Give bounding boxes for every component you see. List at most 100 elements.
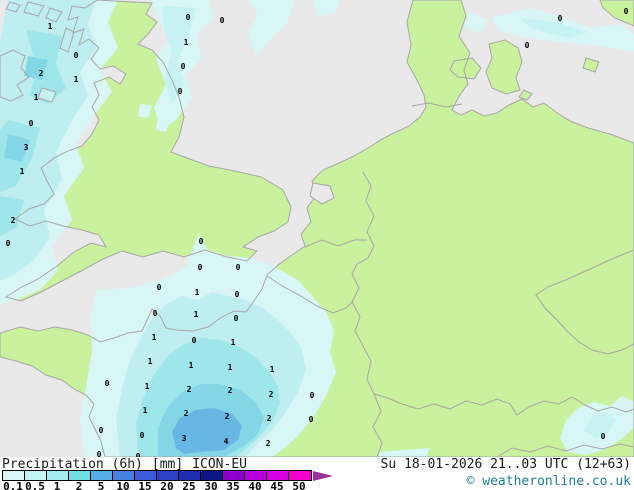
precip-value-label: 0 (6, 239, 11, 248)
precip-value-label: 0 (525, 41, 530, 50)
precip-value-label: 0 (220, 16, 225, 25)
scale-tick-label: 0.1 (3, 480, 23, 490)
precip-value-label: 0 (199, 237, 204, 246)
scale-segment-5 (91, 471, 113, 480)
precip-north-sea-patch (312, 0, 340, 16)
precip-value-label: 0 (192, 336, 197, 345)
legend-model: ICON-EU (192, 457, 247, 472)
precip-value-label: 2 (187, 385, 192, 394)
border-france-belgium (266, 275, 354, 314)
precip-irish-sea-heavy (4, 134, 30, 162)
precip-value-label: 0 (74, 51, 79, 60)
precip-baltic (464, 12, 488, 34)
precip-north-sea-patch (248, 0, 294, 56)
scale-segment-0.1 (3, 471, 25, 480)
legend-title: Precipitation (6h) (2, 457, 143, 472)
scale-tick-label: 40 (248, 480, 262, 490)
precip-value-label: 1 (184, 38, 189, 47)
precipitation-map: 1 0 2 1 1 0 3 1 2 0 0 0 1 0 0 0 0 0 0 0 0 0 1 0 0 1 0 1 0 1 1 1 1 1 0 1 2 2 2 0… (0, 0, 634, 457)
precip-value-label: 1 (20, 167, 25, 176)
precip-value-label: 0 (236, 263, 241, 272)
precip-value-label: 1 (34, 93, 39, 102)
scale-tick-label: 2 (75, 480, 83, 490)
precip-value-label: 1 (143, 406, 148, 415)
precip-value-label: 0 (97, 450, 102, 457)
precip-value-label: 0 (153, 309, 158, 318)
precip-value-label: 0 (558, 14, 563, 23)
border-belgium-netherlands (304, 239, 367, 248)
precip-value-label: 0 (29, 119, 34, 128)
precip-value-label: 0 (198, 263, 203, 272)
precip-value-label: 0 (234, 314, 239, 323)
precip-value-label: 0 (186, 13, 191, 22)
precip-value-label: 1 (48, 22, 53, 31)
precip-england-dot (138, 104, 152, 118)
scale-segment-0.5 (25, 471, 47, 480)
scale-tick-label: 30 (204, 480, 218, 490)
scale-segment-40 (245, 471, 267, 480)
precip-bottom-edge (378, 448, 430, 457)
scale-segment-45 (267, 471, 289, 480)
precip-value-label: 3 (182, 434, 187, 443)
precip-england-dot (156, 118, 170, 132)
scale-segment-50 (289, 471, 311, 480)
color-scale-arrow-icon (313, 471, 333, 481)
precip-value-label: 4 (224, 437, 229, 446)
scale-segment-15 (135, 471, 157, 480)
precip-value-label: 0 (310, 391, 315, 400)
precip-irish-sea-moderate (0, 196, 24, 236)
scale-segment-10 (113, 471, 135, 480)
scale-tick-label: 50 (292, 480, 306, 490)
precip-irish-sea-light (0, 0, 96, 280)
precip-value-label: 0 (157, 283, 162, 292)
precip-irish-sea-moderate (26, 30, 66, 104)
precip-value-label: 1 (270, 365, 275, 374)
precip-value-label: 2 (225, 412, 230, 421)
scale-segment-30 (201, 471, 223, 480)
scale-segment-25 (179, 471, 201, 480)
precip-value-label: 1 (195, 288, 200, 297)
precip-value-label: 2 (267, 414, 272, 423)
precip-baltic-inner (520, 18, 588, 38)
precip-value-label: 0 (178, 87, 183, 96)
color-scale-bar (2, 470, 312, 481)
precip-value-label: 3 (24, 143, 29, 152)
precip-value-label: 2 (184, 409, 189, 418)
precip-value-label: 2 (228, 386, 233, 395)
border-netherlands-germany-france (351, 171, 375, 395)
scale-segment-35 (223, 471, 245, 480)
scale-tick-label: 35 (226, 480, 240, 490)
precip-value-label: 0 (601, 432, 606, 441)
map-area[interactable]: 1 0 2 1 1 0 3 1 2 0 0 0 1 0 0 0 0 0 0 0 0 0 1 0 0 1 0 1 0 1 1 1 1 1 0 1 2 2 2 0… (0, 0, 634, 457)
precip-value-label: 1 (148, 357, 153, 366)
legend-copyright: © weatheronline.co.uk (466, 474, 631, 489)
scale-tick-label: 45 (270, 480, 284, 490)
ijsselmeer (309, 182, 335, 205)
precip-irish-sea-heavy (24, 56, 48, 80)
border-denmark-germany (411, 102, 463, 108)
border-alps (373, 393, 634, 416)
color-scale-labels: 0.1 0.5 1 2 5 10 15 20 25 30 35 40 45 50 (2, 480, 332, 490)
precip-value-label: 1 (189, 361, 194, 370)
precip-value-label: 1 (231, 338, 236, 347)
scale-tick-label: 0.5 (25, 480, 45, 490)
precip-alps-spot (598, 418, 608, 428)
color-scale: 0.1 0.5 1 2 5 10 15 20 25 30 35 40 45 50 (2, 470, 333, 490)
precip-value-label: 1 (152, 333, 157, 342)
precip-value-label: 1 (228, 363, 233, 372)
scale-tick-label: 5 (97, 480, 105, 490)
scale-tick-label: 1 (53, 480, 61, 490)
precip-value-label: 0 (181, 62, 186, 71)
precip-alps-inner (584, 412, 616, 438)
precip-value-label: 2 (11, 216, 16, 225)
precip-value-label: 0 (136, 452, 141, 457)
precip-value-label: 2 (269, 390, 274, 399)
precip-value-label: 1 (194, 310, 199, 319)
precip-value-label: 1 (145, 382, 150, 391)
border-layer (266, 102, 634, 457)
precip-value-label: 2 (39, 69, 44, 78)
precip-value-label: 0 (140, 431, 145, 440)
precip-value-label: 0 (309, 415, 314, 424)
legend-bar: Precipitation (6h) [mm] ICON-EU Su 18-01-2… (0, 457, 634, 490)
